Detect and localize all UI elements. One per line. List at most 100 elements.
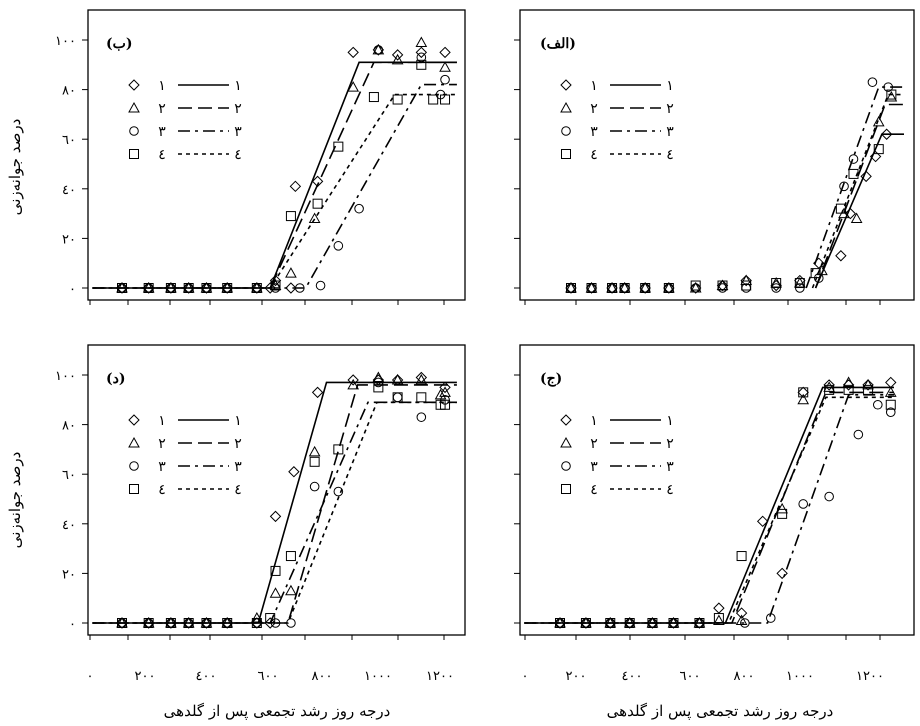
legend-label: ۱ [590, 78, 598, 94]
data-point-square [771, 278, 782, 289]
data-point-circle [333, 486, 344, 497]
data-point-circle [416, 412, 427, 422]
legend-marker-square [561, 484, 571, 494]
x-tick-label: ۱۲۰۰ [856, 669, 884, 684]
data-point-square [640, 283, 651, 293]
data-point-circle [839, 181, 849, 192]
data-point-square [285, 211, 296, 222]
legend-label: ۳ [666, 124, 674, 140]
data-point-square [555, 618, 565, 628]
data-point-square [333, 141, 344, 152]
data-point-square [143, 283, 154, 293]
data-point-triangle [797, 393, 810, 405]
data-point-circle [315, 280, 326, 291]
data-point-diamond [264, 617, 276, 629]
data-point-square [668, 618, 679, 628]
data-point-square [165, 283, 176, 293]
data-point-square [117, 283, 127, 293]
legend-label: ۲ [666, 436, 674, 452]
data-point-square [835, 203, 846, 214]
data-point-diamond [860, 170, 872, 183]
data-point-triangle [250, 612, 263, 623]
fit-line-series-۱ [814, 133, 904, 289]
fit-line-series-۳ [92, 83, 457, 289]
panel-label: (ج) [540, 371, 562, 387]
data-point-square [428, 94, 439, 105]
data-point-square [285, 551, 296, 562]
data-point-circle [798, 499, 809, 509]
data-point-diamond [264, 282, 276, 294]
legend-label: ٤ [590, 147, 598, 163]
chart-panel-4: (ج) ۱ ۱ ۲ ۲ ۳ ۳ ٤ ٤ ۰ ۲۰۰ ٤۰۰ ٦۰۰ ۸۰۰ ۱۰۰۰ ۱۲۰۰ [514, 344, 915, 684]
data-point-diamond [885, 376, 897, 389]
data-point-triangle [439, 386, 451, 397]
data-point-square [251, 283, 262, 293]
data-point-diamond [285, 282, 297, 294]
x-tick-label: ٤۰۰ [196, 669, 217, 684]
legend-marker-square [129, 149, 139, 159]
y-tick-label: ۰ [69, 282, 76, 297]
data-point-diamond [823, 379, 835, 391]
legend-label: ۲ [590, 436, 598, 452]
fit-line-series-۳ [805, 86, 904, 289]
data-point-square [392, 94, 403, 105]
data-point-diamond [797, 386, 809, 399]
data-point-circle [853, 429, 864, 440]
legend-label: ۱ [158, 78, 166, 94]
data-point-square [201, 283, 212, 293]
data-point-square [885, 399, 896, 410]
data-point-square [333, 444, 344, 455]
legend-marker-circle [129, 126, 139, 136]
data-point-diamond [391, 49, 404, 61]
legend-label: ۳ [590, 459, 598, 475]
data-point-triangle [347, 378, 360, 390]
data-point-square [798, 387, 809, 398]
data-point-triangle [269, 587, 282, 598]
data-point-square [619, 283, 630, 293]
plot-frame [519, 344, 915, 636]
data-point-square [183, 618, 194, 628]
x-axis-label-left: درجه روز رشد تجمعی پس از گلدهی [164, 702, 391, 720]
fit-line-series-۳ [524, 393, 894, 624]
x-tick-label: ٦۰۰ [680, 669, 701, 684]
legend-label: ۱ [234, 78, 242, 94]
data-point-square [440, 94, 451, 105]
legend-label: ٤ [234, 147, 242, 163]
data-point-diamond [844, 207, 857, 220]
data-point-square [270, 280, 281, 291]
data-point-circle [740, 618, 750, 628]
x-tick-label: ۸۰۰ [734, 669, 755, 684]
data-point-square [607, 283, 618, 293]
data-point-triangle [885, 91, 898, 102]
y-tick-label: ۰ [69, 617, 76, 632]
data-point-diamond [347, 46, 359, 59]
data-point-square [440, 399, 451, 410]
data-point-circle [295, 283, 305, 293]
data-point-square [222, 618, 233, 628]
y-tick-label: ۸۰ [62, 419, 76, 434]
legend-marker-triangle [128, 436, 140, 448]
data-point-square [566, 283, 576, 293]
data-point-circle [885, 407, 896, 418]
x-tick-label: ۲۰۰ [135, 669, 156, 684]
data-point-square [863, 384, 874, 395]
legend-label: ۳ [158, 459, 166, 475]
fit-line-series-۱ [92, 381, 457, 624]
data-point-diamond [776, 567, 788, 580]
y-axis-label-bottom: درصد جوانه‌زنی [6, 452, 24, 549]
y-tick-label: ۲۰ [62, 232, 76, 247]
data-point-triangle [372, 371, 385, 382]
data-point-diamond [269, 510, 282, 523]
x-axis-label-right: درجه روز رشد تجمعی پس از گلدهی [607, 702, 834, 720]
x-tick-label: ۱۲۰۰ [426, 669, 454, 684]
data-point-square [251, 618, 262, 628]
fit-line-series-۲ [524, 391, 894, 624]
legend-marker-diamond [128, 414, 140, 426]
data-point-triangle [735, 614, 748, 626]
data-point-triangle [823, 381, 835, 392]
data-point-circle [765, 613, 776, 623]
chart-panel-2: (الف) ۱ ۱ ۲ ۲ ۳ ۳ ٤ ٤ [514, 9, 915, 305]
fit-line-series-۲ [814, 103, 904, 289]
